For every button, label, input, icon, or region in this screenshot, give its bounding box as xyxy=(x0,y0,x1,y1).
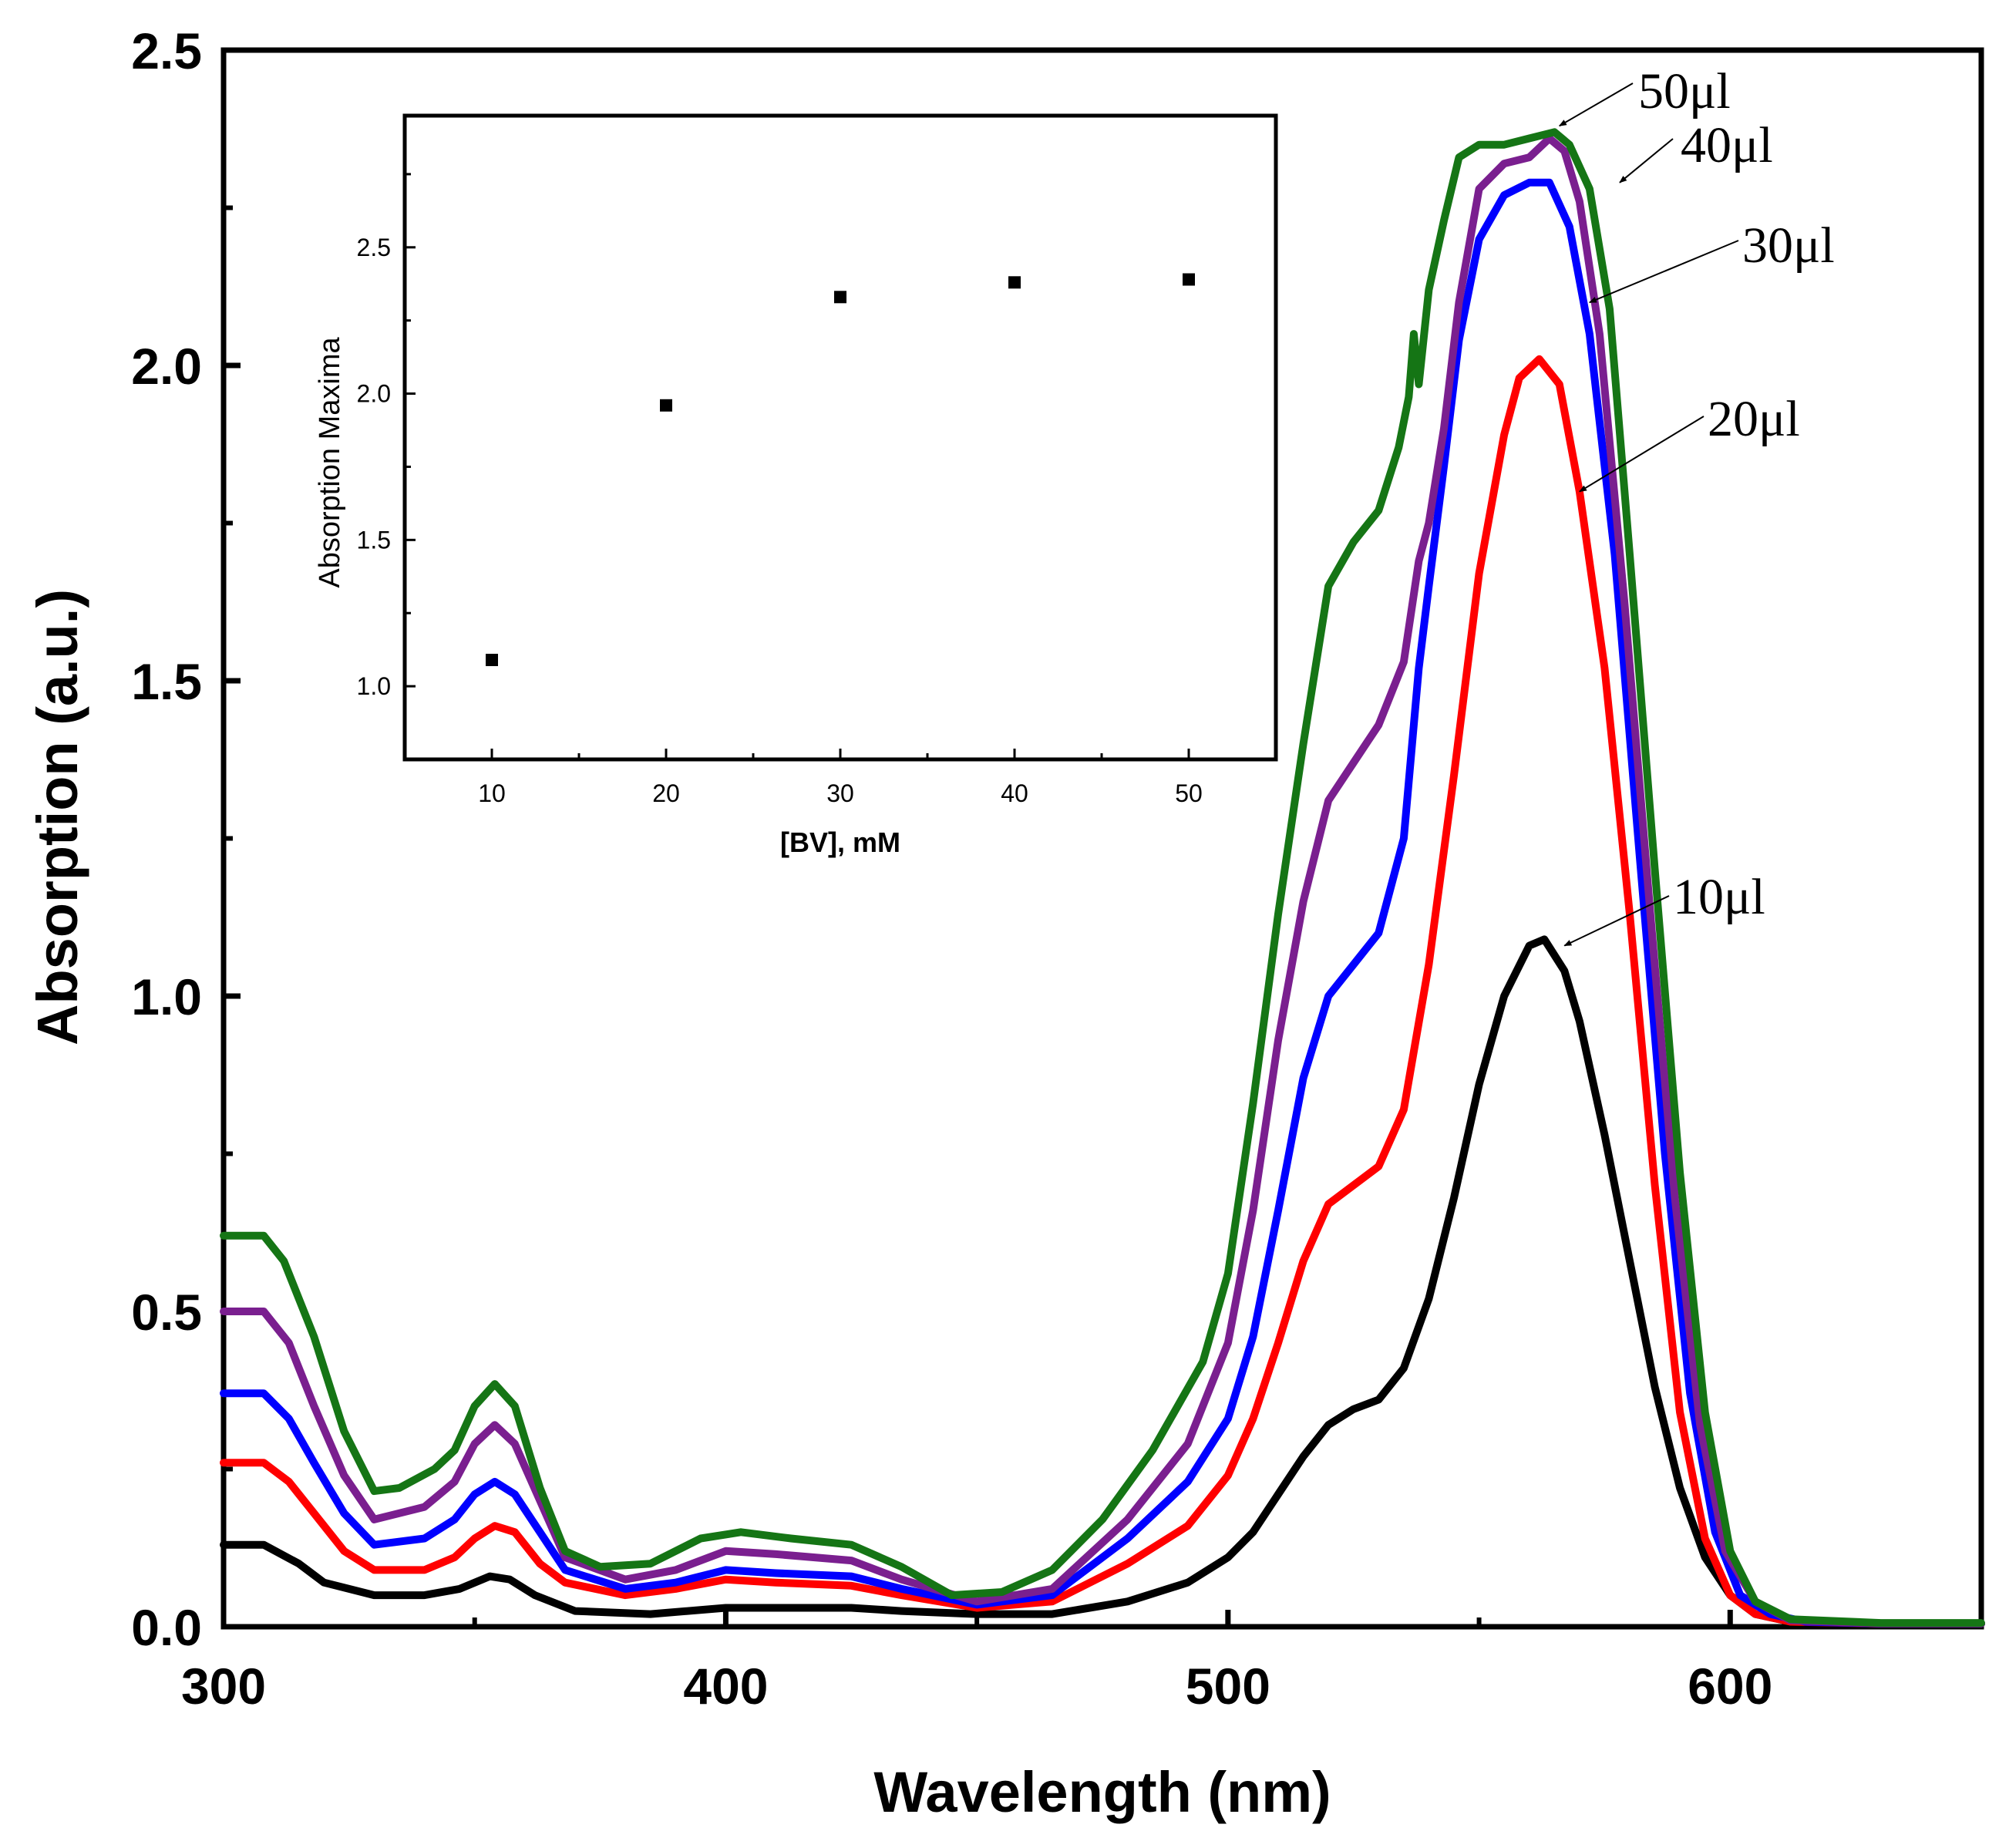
inset-y-tick-label: 2.5 xyxy=(357,234,391,261)
series-line-50ul xyxy=(220,128,1985,1628)
y-tick-label: 2.5 xyxy=(131,22,202,79)
x-tick-label: 600 xyxy=(1688,1658,1772,1715)
y-tick-label: 2.0 xyxy=(131,338,202,395)
inset-x-tick-label: 20 xyxy=(652,779,680,807)
series-label-30ul-arrow xyxy=(1588,240,1739,304)
inset-x-tick-label: 10 xyxy=(478,779,506,807)
inset-x-axis-title: [BV], mM xyxy=(780,826,900,858)
inset-data-point xyxy=(834,291,846,304)
inset-points-group xyxy=(486,273,1195,666)
inset-x-tick-label: 30 xyxy=(826,779,854,807)
series-label-10ul: 10μl xyxy=(1673,869,1765,925)
series-line-40ul xyxy=(220,134,1985,1628)
series-label-50ul-arrow xyxy=(1558,82,1634,127)
series-line-30ul xyxy=(220,178,1985,1628)
inset-data-point xyxy=(1183,273,1195,286)
main-y-axis-title: Absorption (a.u.) xyxy=(25,589,89,1045)
main-x-axis-title: Wavelength (nm) xyxy=(873,1760,1331,1824)
series-label-10ul-arrow xyxy=(1563,895,1670,947)
x-tick-label: 300 xyxy=(181,1658,266,1715)
inset-y-tick-label: 1.5 xyxy=(357,526,391,554)
series-label-50ul: 50μl xyxy=(1638,63,1731,119)
x-tick-label: 500 xyxy=(1186,1658,1270,1715)
inset-plot-frame xyxy=(402,113,1278,762)
main-x-axis: 300 400 500 600 xyxy=(181,1610,1772,1715)
x-tick-label: 400 xyxy=(683,1658,768,1715)
inset-axes: 10 20 30 40 50 1.0 1.5 2.0 2.5 xyxy=(357,173,1203,807)
y-tick-label: 0.0 xyxy=(131,1599,202,1656)
inset-data-point xyxy=(1008,276,1021,289)
series-label-20ul: 20μl xyxy=(1708,391,1800,447)
y-tick-label: 1.5 xyxy=(131,653,202,710)
inset-data-point xyxy=(486,654,498,666)
inset-x-tick-label: 50 xyxy=(1175,779,1203,807)
series-label-20ul-arrow xyxy=(1579,416,1705,493)
y-tick-label: 1.0 xyxy=(131,968,202,1025)
inset-y-axis-title: Absorption Maxima xyxy=(314,337,346,588)
series-label-30ul: 30μl xyxy=(1742,217,1835,274)
series-label-40ul-arrow xyxy=(1619,138,1674,183)
main-y-axis: 0.0 0.5 1.0 1.5 2.0 2.5 xyxy=(131,22,241,1656)
inset-y-tick-label: 1.0 xyxy=(357,672,391,700)
y-tick-label: 0.5 xyxy=(131,1284,202,1341)
inset-y-tick-label: 2.0 xyxy=(357,380,391,408)
inset-data-point xyxy=(660,399,672,412)
inset-background xyxy=(405,116,1276,759)
inset-x-tick-label: 40 xyxy=(1001,779,1028,807)
series-line-10ul xyxy=(220,935,1985,1628)
series-label-40ul: 40μl xyxy=(1681,117,1773,173)
